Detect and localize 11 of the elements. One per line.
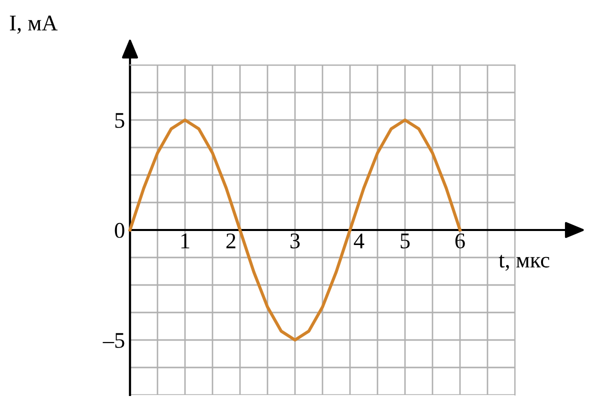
x-tick-label: 5 xyxy=(400,234,410,248)
y-tick-label: 0 xyxy=(114,222,124,238)
x-tick-label: 4 xyxy=(354,234,364,248)
x-tick-label: 3 xyxy=(290,233,300,248)
x-axis-title: t, мкс xyxy=(498,254,550,271)
x-tick-label: 6 xyxy=(455,233,465,248)
y-tick-label: 5 xyxy=(115,113,124,128)
y-tick-label: –5 xyxy=(102,333,124,348)
y-axis-title: I, мА xyxy=(10,16,58,34)
x-tick-label: 2 xyxy=(226,233,236,248)
x-tick-label: 1 xyxy=(181,234,190,248)
